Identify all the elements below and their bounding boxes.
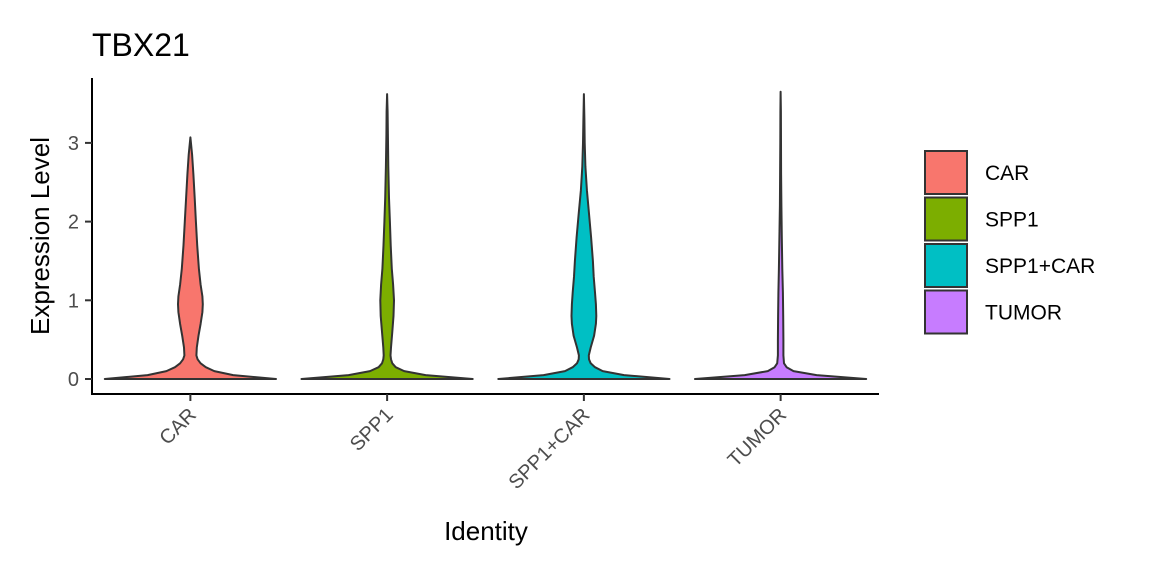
chart-title: TBX21 <box>92 27 190 63</box>
violin-car <box>103 136 277 380</box>
y-tick-label: 2 <box>68 212 79 234</box>
legend-label: CAR <box>985 162 1029 185</box>
y-axis: 0 1 2 3 <box>68 78 93 394</box>
x-axis: CAR SPP1 SPP1+CAR TUMOR <box>91 393 879 494</box>
x-tick-label: TUMOR <box>724 404 791 471</box>
violin-spp1 <box>300 93 474 380</box>
violin-tumor <box>694 90 868 380</box>
legend: CAR SPP1 SPP1+CAR TUMOR <box>924 150 1095 335</box>
legend-label: SPP1+CAR <box>985 255 1095 278</box>
y-tick-label: 1 <box>68 290 79 312</box>
y-tick-label: 0 <box>68 369 79 391</box>
legend-label: SPP1 <box>985 209 1039 232</box>
legend-key <box>924 150 968 195</box>
y-tick-label: 3 <box>68 133 79 155</box>
violin-group <box>103 90 868 380</box>
legend-label: TUMOR <box>985 302 1062 325</box>
legend-key <box>924 196 968 242</box>
violin-spp1-plus-car <box>497 93 671 380</box>
legend-key <box>924 243 968 288</box>
x-axis-title: Identity <box>444 516 528 546</box>
x-tick-label: SPP1 <box>346 404 398 456</box>
legend-key <box>924 289 968 335</box>
x-tick-label: CAR <box>155 404 200 449</box>
y-axis-title: Expression Level <box>25 137 55 335</box>
x-tick-label: SPP1+CAR <box>505 404 595 494</box>
